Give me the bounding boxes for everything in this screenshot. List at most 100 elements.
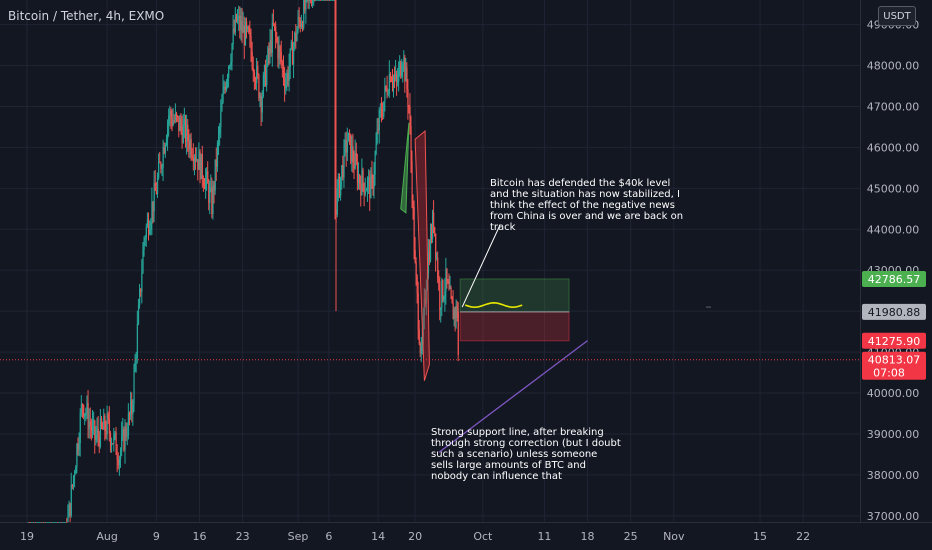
candle-body	[378, 110, 380, 131]
candle-body	[284, 78, 286, 89]
candle-body	[291, 42, 294, 65]
candle-body	[456, 305, 458, 318]
candle-body	[398, 69, 400, 82]
candle-body	[242, 25, 244, 33]
candle-body	[33, 522, 35, 523]
candle-body	[344, 140, 346, 145]
candle-body	[432, 212, 434, 239]
candle-body	[130, 400, 132, 416]
candle-body	[136, 323, 139, 358]
candle-body	[151, 201, 153, 223]
candle-body	[85, 413, 87, 414]
candle-body	[229, 65, 231, 67]
candle-body	[387, 93, 389, 95]
candle-body	[352, 146, 354, 163]
support-trend-line[interactable]	[438, 340, 588, 453]
price-tick-label: 39000.00	[867, 428, 920, 441]
candle-body	[294, 32, 296, 47]
candle-body	[260, 95, 262, 113]
candle-body	[323, 0, 325, 1]
candle-body	[431, 231, 433, 239]
green-impulse-drawing	[400, 122, 410, 214]
candle-body	[112, 443, 114, 445]
candle-body	[251, 52, 253, 69]
candle-body	[177, 115, 179, 117]
candle-body	[66, 522, 68, 523]
candle-body	[338, 176, 341, 196]
candle-body	[268, 48, 270, 54]
candle-body	[447, 281, 449, 283]
candle-body	[376, 129, 378, 143]
candle-body	[182, 124, 184, 143]
candle-body	[205, 178, 207, 189]
time-tick-label: 11	[537, 530, 551, 543]
candle-body	[308, 0, 310, 1]
candle-body	[223, 86, 225, 89]
candle-body	[405, 67, 407, 82]
candle-body	[286, 73, 288, 85]
candle-body	[215, 159, 217, 167]
candle-body	[41, 522, 43, 523]
candle-body	[330, 0, 332, 1]
time-tick-label: 14	[371, 530, 385, 543]
candle-body	[407, 89, 409, 107]
candle-body	[285, 84, 287, 89]
candle-body	[84, 413, 86, 417]
candle-body	[416, 276, 418, 294]
candle-body	[206, 171, 208, 179]
candle-body	[248, 27, 250, 33]
candle-body	[404, 57, 406, 82]
candle-body	[324, 0, 326, 1]
candle-body	[65, 522, 67, 523]
currency-button[interactable]: USDT	[878, 6, 916, 26]
candle-body	[369, 177, 371, 199]
stop-zone	[459, 311, 570, 342]
candle-body	[342, 165, 344, 178]
candle-body	[310, 0, 313, 4]
candle-body	[448, 282, 450, 290]
candle-body	[219, 127, 221, 135]
candle-body	[411, 161, 413, 203]
candle-body	[125, 427, 127, 437]
candle-body	[96, 428, 98, 436]
candle-body	[437, 257, 439, 279]
candle-body	[42, 522, 45, 523]
candle-body	[150, 222, 152, 230]
candle-body	[143, 238, 145, 250]
candle-body	[274, 23, 276, 27]
candle-body	[312, 0, 314, 4]
candle-body	[334, 0, 336, 210]
candle-body	[123, 429, 125, 450]
candle-body	[439, 281, 441, 310]
candle-body	[313, 0, 315, 1]
candle-body	[347, 132, 350, 142]
candle-body	[93, 420, 95, 424]
candle-body	[434, 226, 436, 234]
price-tick-label: 44000.00	[867, 223, 920, 236]
candle-body	[394, 77, 396, 79]
candle-body	[144, 238, 146, 240]
price-label-text: 41980.88	[868, 306, 921, 319]
candle-body	[319, 0, 322, 1]
candle-body	[131, 400, 133, 415]
candle-body	[176, 113, 178, 116]
price-tick-label: 40000.00	[867, 387, 920, 400]
candle-body	[263, 65, 266, 75]
candle-body	[105, 431, 107, 435]
candle-body	[314, 0, 316, 1]
candle-body	[238, 15, 240, 19]
candle-body	[327, 0, 329, 1]
candle-body	[113, 434, 115, 444]
candle-body	[280, 52, 282, 63]
candle-body	[124, 427, 126, 450]
candle-body	[165, 139, 168, 145]
time-tick-label: 15	[753, 530, 767, 543]
time-tick-label: 9	[153, 530, 160, 543]
candle-body	[34, 522, 36, 523]
candle-body	[399, 62, 401, 70]
candle-body	[36, 522, 38, 523]
time-tick-label: 18	[581, 530, 595, 543]
candle-body	[202, 179, 205, 186]
candle-body	[181, 127, 183, 143]
